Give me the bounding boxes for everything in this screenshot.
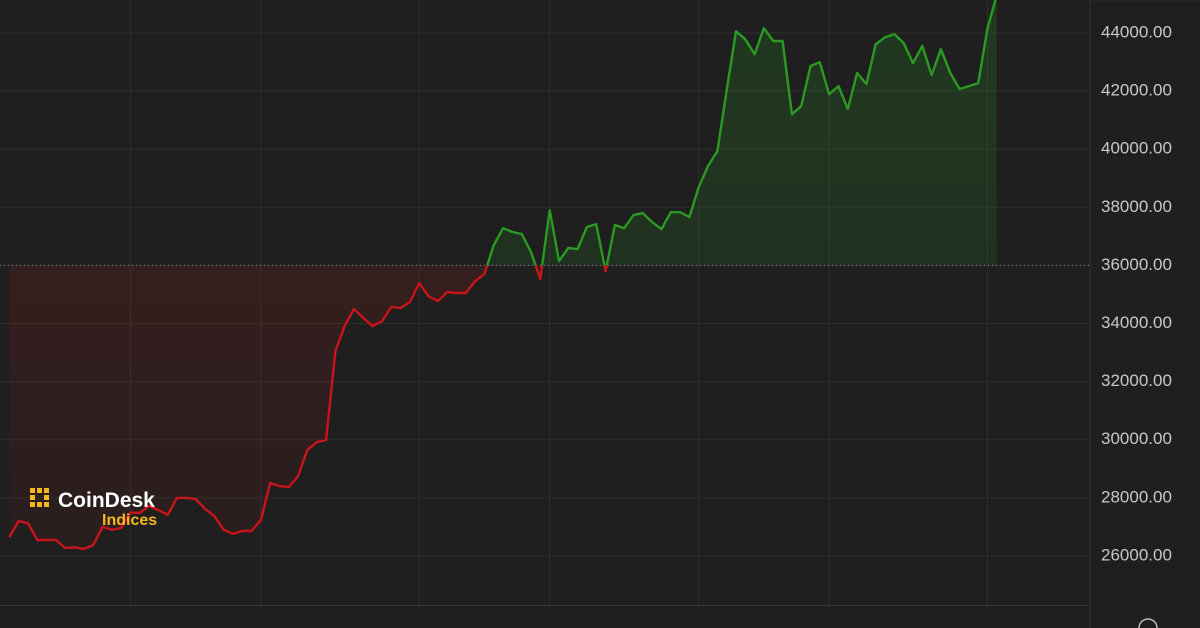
- watermark: CoinDesk Indices: [30, 488, 157, 529]
- line-down: [8, 265, 608, 551]
- watermark-sub: Indices: [102, 512, 157, 529]
- y-tick-label: 44000.00: [1101, 22, 1172, 41]
- y-tick-label: 26000.00: [1101, 545, 1172, 564]
- x-tick-label: Dec: [684, 625, 715, 628]
- y-tick-label: 34000.00: [1101, 313, 1172, 332]
- area-down: [9, 265, 997, 549]
- y-tick-label: 28000.00: [1101, 487, 1172, 506]
- x-tick-label: 2024: [969, 625, 1007, 628]
- x-tick-label: 15: [820, 625, 839, 628]
- settings-icon[interactable]: [1138, 618, 1158, 628]
- x-tick-label: Oct: [117, 625, 144, 628]
- area-up: [487, 0, 997, 266]
- y-tick-label: 38000.00: [1101, 197, 1172, 216]
- y-tick-label: 36000.00: [1101, 255, 1172, 274]
- y-tick-label: 42000.00: [1101, 81, 1172, 100]
- line-up: [485, 0, 997, 266]
- watermark-name: CoinDesk: [58, 489, 155, 512]
- y-tick-label: 32000.00: [1101, 371, 1172, 390]
- x-tick-label: Nov: [404, 625, 435, 628]
- x-tick-label: 15: [251, 625, 270, 628]
- y-tick-label: 30000.00: [1101, 429, 1172, 448]
- logo-icon: [30, 488, 49, 507]
- x-tick-label: 15: [540, 625, 559, 628]
- y-tick-label: 40000.00: [1101, 139, 1172, 158]
